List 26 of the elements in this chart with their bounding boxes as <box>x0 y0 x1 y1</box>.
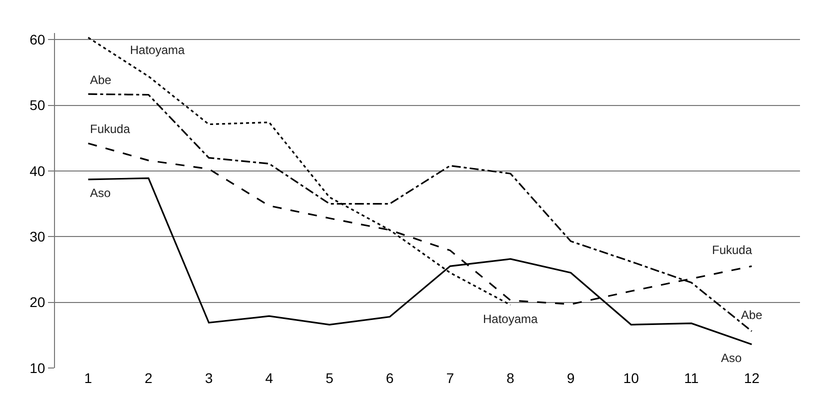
x-tick-label: 5 <box>326 370 334 386</box>
y-tick-label: 30 <box>30 228 46 245</box>
x-tick-label: 9 <box>566 370 575 386</box>
x-tick-label: 11 <box>684 370 699 386</box>
x-tick-label: 1 <box>84 370 92 386</box>
x-tick-label: 7 <box>446 370 454 386</box>
y-tick-label: 50 <box>30 97 46 114</box>
x-tick-label: 12 <box>744 370 760 386</box>
y-tick-label: 10 <box>30 360 46 376</box>
text: Abe <box>90 73 112 87</box>
text: Aso <box>721 351 742 365</box>
x-tick-label: 10 <box>623 370 640 386</box>
x-tick-label: 3 <box>204 370 213 386</box>
y-tick-label: 60 <box>30 31 46 48</box>
x-tick-label: 2 <box>144 370 153 386</box>
x-tick-label: 8 <box>506 370 515 386</box>
series-label: Hatoyama <box>130 43 186 57</box>
text: Fukuda <box>712 243 752 257</box>
series-label: Abe <box>741 308 763 322</box>
x-tick-label: 4 <box>265 370 274 386</box>
text: Hatoyama <box>483 312 538 326</box>
series-label: Aso <box>90 186 112 200</box>
y-tick-label: 20 <box>30 294 46 310</box>
x-tick-label: 6 <box>386 370 394 386</box>
y-tick-label: 40 <box>30 162 46 179</box>
series-label: Fukuda <box>90 122 130 136</box>
